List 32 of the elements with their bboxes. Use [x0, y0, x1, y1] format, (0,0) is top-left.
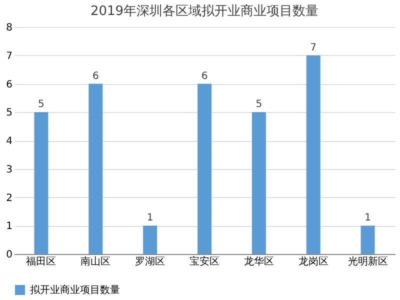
data-label: 5: [256, 99, 262, 110]
x-tick-label: 光明新区: [348, 256, 388, 268]
bar: [88, 84, 103, 254]
chart-title: 2019年深圳各区域拟开业商业项目数量: [90, 4, 319, 19]
legend-label: 拟开业商业项目数量: [30, 284, 120, 296]
bar: [252, 112, 266, 254]
x-tick-label: 罗湖区: [135, 256, 166, 268]
y-tick-label: 0: [6, 250, 12, 260]
y-tick-label: 6: [6, 79, 12, 90]
data-label: 1: [364, 212, 371, 224]
y-tick-label: 8: [6, 22, 12, 34]
x-tick-label: 南山区: [80, 256, 111, 268]
data-label: 7: [310, 42, 317, 54]
y-tick-label: 1: [6, 221, 12, 232]
data-label: 6: [92, 70, 99, 82]
data-label: 6: [201, 70, 208, 82]
y-tick-label: 2: [6, 192, 12, 204]
data-label: 5: [38, 99, 44, 110]
y-tick-label: 7: [6, 50, 12, 62]
bar: [34, 112, 48, 254]
bar: [360, 226, 375, 254]
x-tick-label: 龙岗区: [298, 256, 328, 268]
y-tick-label: 3: [6, 164, 12, 176]
x-tick-label: 龙华区: [244, 256, 274, 268]
bar: [143, 226, 158, 254]
data-label: 1: [146, 212, 154, 224]
x-tick-label: 福田区: [26, 256, 56, 268]
y-tick-label: 4: [6, 136, 12, 147]
bar: [306, 55, 320, 254]
x-tick-label: 宝安区: [190, 256, 220, 268]
bar: [198, 84, 212, 254]
y-tick-label: 5: [6, 108, 12, 119]
